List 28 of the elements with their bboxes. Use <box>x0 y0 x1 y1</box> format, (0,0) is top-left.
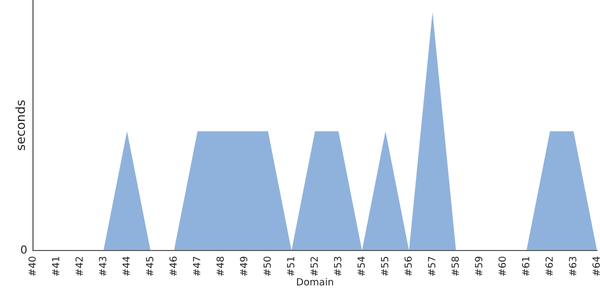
x-tick-label: #51 <box>287 256 294 276</box>
x-tick-label: #58 <box>451 256 459 276</box>
x-tick-label: #41 <box>52 256 60 276</box>
x-tick-label: #61 <box>522 256 530 276</box>
x-tick-label: #63 <box>568 256 576 276</box>
x-tick-label: #47 <box>193 256 200 276</box>
x-tick-label: #56 <box>404 256 412 276</box>
x-tick-label: #46 <box>169 256 177 276</box>
x-tick-label: #40 <box>28 256 36 276</box>
x-tick-label: #44 <box>122 256 130 276</box>
x-tick-label: #59 <box>474 256 482 276</box>
x-tick-label: #45 <box>146 256 154 276</box>
y-axis-title: seconds <box>15 100 26 150</box>
x-tick-label: #57 <box>428 256 436 276</box>
x-tick-label: #43 <box>98 256 106 276</box>
x-tick-label: #48 <box>216 256 224 276</box>
x-tick-label: #53 <box>334 256 342 276</box>
x-axis-title: Domain <box>297 278 334 286</box>
x-tick-label: #54 <box>358 256 365 276</box>
x-tick-label: #49 <box>240 256 248 276</box>
x-tick-label: #64 <box>592 256 600 276</box>
x-tick-label: #42 <box>75 257 83 276</box>
x-tick-label: #52 <box>310 257 318 276</box>
x-tick-label: #50 <box>263 256 271 276</box>
x-tick-label: #62 <box>545 257 553 276</box>
text: 0 <box>21 245 27 254</box>
x-tick-label: #60 <box>498 256 506 276</box>
x-tick-label: #55 <box>381 256 388 276</box>
